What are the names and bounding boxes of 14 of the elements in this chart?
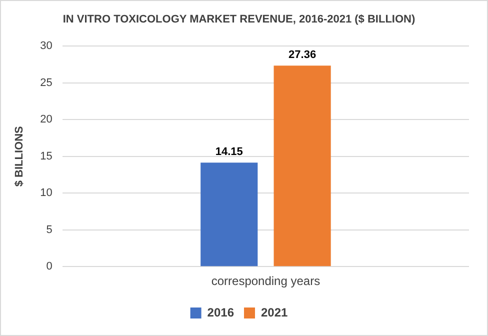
x-tick-label: corresponding years (211, 274, 320, 288)
legend-label: 2016 (207, 305, 234, 320)
chart-title: IN VITRO TOXICOLOGY MARKET REVENUE, 2016-2021 ($ BILLION) (62, 14, 416, 26)
legend-label: 2021 (261, 305, 288, 320)
y-tick-label: 10 (40, 187, 52, 200)
y-tick-label: 25 (40, 76, 52, 89)
y-tick-label: 0 (46, 260, 52, 273)
data-label: 14.15 (215, 146, 243, 158)
y-tick-label: 15 (40, 150, 52, 162)
y-axis-title: $ BILLIONS (14, 126, 26, 187)
y-tick-label: 30 (40, 40, 52, 52)
data-label: 27.36 (288, 49, 316, 62)
y-tick-label: 20 (40, 114, 52, 126)
y-tick-label: 5 (46, 224, 52, 236)
